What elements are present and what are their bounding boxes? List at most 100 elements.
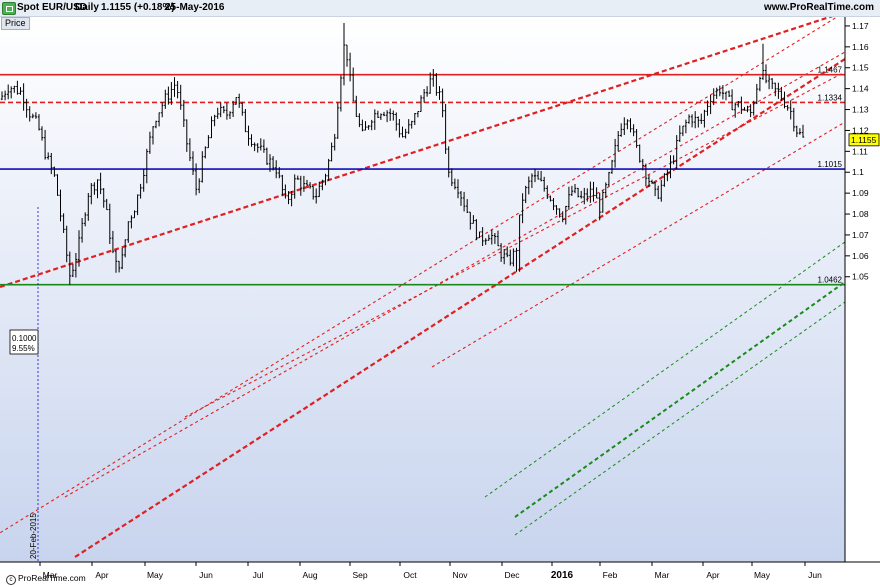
- date-marker-label: 20-Feb-2015: [29, 513, 38, 559]
- candle-123: [376, 110, 380, 118]
- candle-216: [663, 173, 666, 187]
- candle-17: [50, 153, 53, 175]
- candle-24: [71, 264, 75, 277]
- y-tick-label: 1.07: [852, 230, 869, 240]
- y-tick-label: 1.06: [852, 251, 869, 261]
- candle-108: [330, 142, 333, 162]
- candle-203: [623, 117, 626, 135]
- candle-114: [348, 52, 352, 82]
- candle-210: [644, 163, 648, 187]
- candle-145: [444, 104, 447, 154]
- candle-39: [117, 260, 121, 273]
- candle-83: [253, 142, 256, 152]
- candle-212: [650, 179, 654, 184]
- candle-33: [99, 172, 102, 195]
- candle-55: [167, 86, 170, 105]
- candle-26: [77, 230, 81, 267]
- candle-142: [435, 73, 438, 96]
- candle-201: [617, 131, 620, 152]
- candle-15: [43, 129, 47, 160]
- candle-156: [478, 231, 481, 239]
- candle-161: [493, 233, 497, 244]
- candle-166: [509, 249, 512, 266]
- candle-103: [315, 188, 318, 204]
- candle-192: [589, 181, 592, 203]
- candle-224: [687, 114, 691, 124]
- chart-date: 25-May-2016: [165, 2, 225, 13]
- candle-167: [512, 248, 515, 267]
- candle-171: [524, 185, 527, 204]
- candle-93: [284, 184, 287, 199]
- x-tick-label: May: [147, 570, 164, 580]
- candle-59: [179, 84, 182, 110]
- candle-249: [764, 64, 768, 84]
- candle-102: [312, 186, 315, 200]
- candle-109: [333, 133, 336, 151]
- candle-176: [539, 170, 543, 182]
- candle-228: [700, 113, 703, 124]
- candle-90: [275, 160, 278, 179]
- site-url[interactable]: www.ProRealTime.com: [763, 2, 874, 13]
- candle-169: [518, 214, 521, 272]
- price-chart[interactable]: 20-Feb-2015 1.051.061.071.081.091.11.111…: [0, 17, 880, 587]
- candle-187: [573, 184, 577, 194]
- candle-219: [672, 155, 675, 165]
- candle-86: [262, 139, 266, 153]
- candle-40: [121, 247, 124, 270]
- candle-150: [459, 191, 463, 206]
- candle-182: [558, 208, 561, 218]
- candle-238: [730, 89, 734, 111]
- candle-9: [25, 98, 28, 118]
- candle-253: [777, 82, 780, 99]
- candle-105: [321, 179, 324, 191]
- candle-120: [367, 125, 370, 130]
- candle-152: [466, 199, 469, 213]
- candle-234: [718, 85, 721, 97]
- x-tick-label: Oct: [403, 570, 417, 580]
- candle-38: [114, 249, 118, 273]
- candle-148: [453, 178, 457, 190]
- trend-channel-line-1: [0, 17, 834, 289]
- candle-85: [259, 138, 262, 151]
- candle-127: [389, 108, 392, 121]
- x-tick-label: 2016: [551, 570, 574, 581]
- candle-180: [552, 198, 555, 211]
- candle-35: [105, 198, 108, 211]
- candle-25: [74, 253, 78, 278]
- candlestick-series: [0, 23, 805, 285]
- trend-channel-line-6: [431, 121, 845, 368]
- candle-205: [629, 118, 632, 133]
- candle-200: [613, 138, 617, 168]
- candle-82: [250, 134, 253, 147]
- candle-28: [84, 212, 87, 227]
- candle-242: [743, 107, 746, 111]
- candle-65: [198, 178, 201, 194]
- candle-257: [789, 100, 792, 120]
- candle-37: [111, 230, 115, 254]
- candle-23: [68, 251, 71, 285]
- candle-154: [472, 215, 475, 224]
- candle-42: [127, 221, 130, 243]
- candle-158: [484, 238, 487, 245]
- candle-133: [407, 119, 410, 134]
- candle-260: [798, 128, 802, 135]
- y-tick-label: 1.13: [852, 105, 869, 115]
- candle-54: [164, 89, 167, 109]
- candle-138: [422, 89, 426, 103]
- x-tick-label: Apr: [706, 570, 719, 580]
- candle-160: [490, 229, 493, 245]
- footer-credit: c ProRealTime.com: [6, 573, 86, 585]
- candle-140: [429, 72, 432, 94]
- price-tab[interactable]: Price: [1, 17, 30, 30]
- candle-66: [201, 151, 204, 183]
- candle-144: [441, 88, 444, 118]
- candle-251: [771, 78, 774, 90]
- candle-256: [786, 104, 789, 111]
- y-tick-label: 1.12: [852, 125, 869, 135]
- candle-191: [586, 188, 589, 202]
- candle-20: [59, 189, 62, 222]
- candle-36: [108, 203, 111, 244]
- candle-27: [80, 218, 84, 243]
